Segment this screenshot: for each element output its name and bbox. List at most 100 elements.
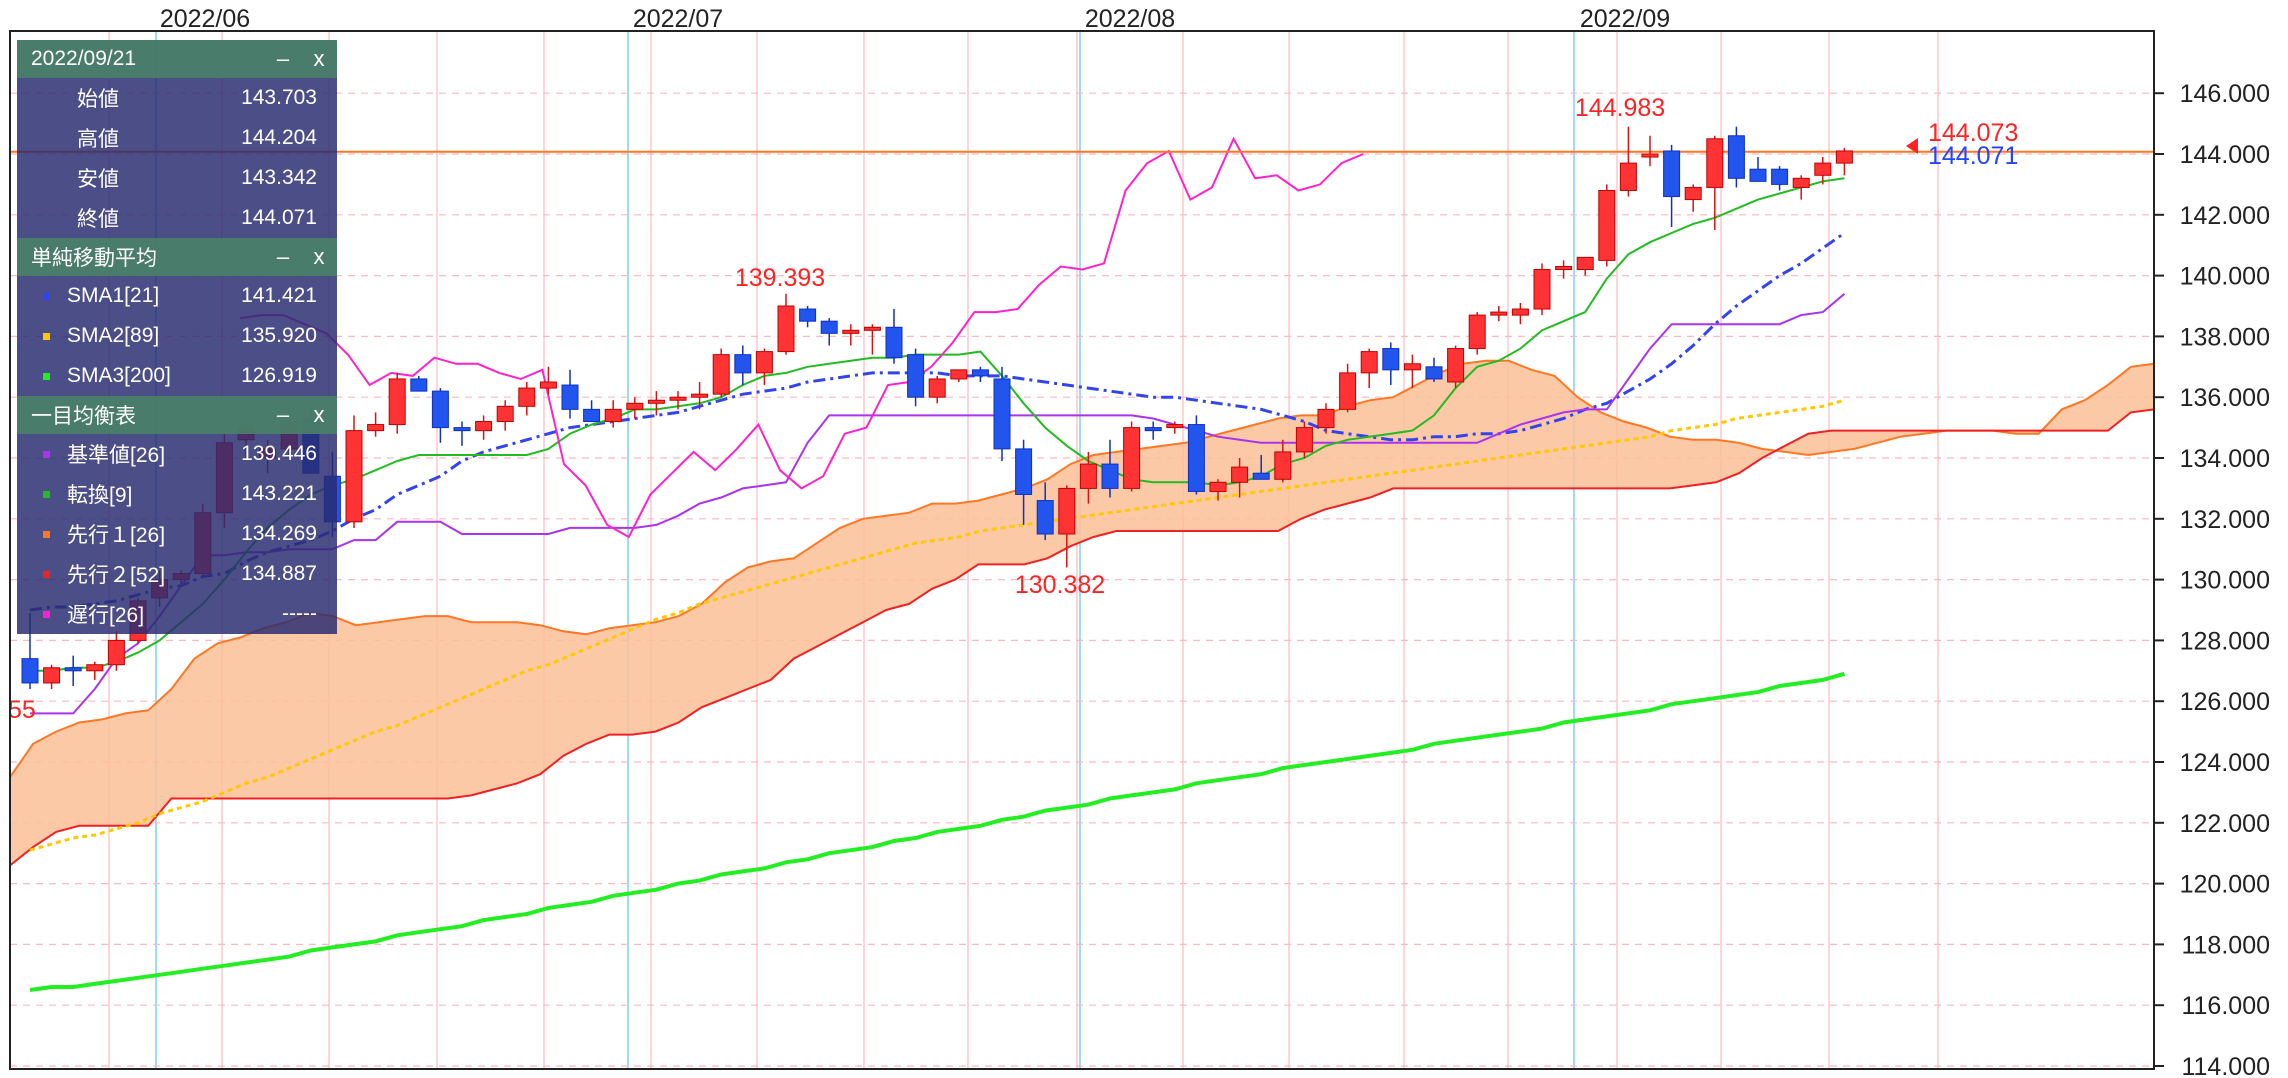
ichimoku-close-button[interactable]: x	[313, 402, 325, 427]
candle[interactable]	[1079, 451, 1097, 504]
candle[interactable]	[691, 382, 709, 410]
candle[interactable]	[1339, 363, 1357, 413]
candle[interactable]	[993, 366, 1011, 462]
y-tick-label: 130.000	[2180, 567, 2270, 595]
candle[interactable]	[1533, 263, 1551, 316]
candle[interactable]	[1490, 306, 1508, 322]
candle[interactable]	[734, 345, 752, 386]
y-tick-label: 146.000	[2180, 80, 2270, 108]
candle[interactable]	[345, 415, 363, 528]
candle-body	[1447, 348, 1465, 383]
candle[interactable]	[86, 661, 104, 680]
sma-close-button[interactable]: x	[313, 244, 325, 269]
candle[interactable]	[1771, 166, 1789, 191]
candle[interactable]	[367, 412, 385, 437]
close-value: 144.071	[241, 206, 317, 229]
candle[interactable]	[820, 318, 838, 346]
candle-body	[971, 369, 989, 377]
sma-row: SMA2[89] 135.920	[17, 316, 337, 356]
candle[interactable]	[1166, 421, 1184, 434]
candle[interactable]	[971, 366, 989, 382]
candle[interactable]	[431, 388, 449, 443]
ichimoku-minimize-button[interactable]: –	[276, 402, 290, 427]
candle[interactable]	[1274, 439, 1292, 483]
candle[interactable]	[453, 421, 471, 446]
candle[interactable]	[907, 348, 925, 407]
candle[interactable]	[1015, 439, 1033, 525]
candle-body	[755, 351, 773, 374]
candle[interactable]	[1792, 175, 1810, 200]
candle[interactable]	[1749, 157, 1767, 182]
candle[interactable]	[777, 293, 795, 355]
candle[interactable]	[539, 366, 557, 395]
candle[interactable]	[518, 382, 536, 416]
candle-body	[1771, 168, 1789, 185]
candle[interactable]	[561, 369, 579, 419]
candle[interactable]	[1295, 421, 1313, 458]
candle[interactable]	[43, 664, 61, 690]
senkou1-line	[9, 359, 2155, 778]
candle[interactable]	[1814, 157, 1832, 185]
candle[interactable]	[1447, 345, 1465, 389]
candle-body	[539, 381, 557, 389]
candle[interactable]	[842, 324, 860, 346]
candle[interactable]	[475, 415, 493, 440]
candle[interactable]	[1598, 184, 1616, 267]
ohlc-minimize-button[interactable]: –	[276, 46, 290, 71]
candle[interactable]	[1382, 342, 1400, 386]
candle-body	[1835, 150, 1853, 164]
candle[interactable]	[928, 375, 946, 404]
candle-body	[1187, 424, 1205, 492]
candle[interactable]	[1706, 135, 1724, 230]
candle-body	[604, 408, 622, 423]
candle[interactable]	[885, 309, 903, 364]
candle[interactable]	[1511, 302, 1529, 325]
candle[interactable]	[1058, 485, 1076, 568]
tenkan-label: 転換[9]	[67, 484, 133, 507]
ohlc-close-button[interactable]: x	[313, 46, 325, 71]
ichimoku-row: 先行１[26] 134.269	[17, 514, 337, 554]
candle[interactable]	[410, 375, 428, 392]
candle[interactable]	[1619, 126, 1637, 197]
candle[interactable]	[1727, 126, 1745, 188]
candle[interactable]	[1317, 403, 1335, 434]
candle[interactable]	[1403, 354, 1421, 389]
candle[interactable]	[1101, 439, 1119, 498]
candle[interactable]	[1684, 184, 1702, 212]
candle-body	[1209, 481, 1227, 492]
candle[interactable]	[1252, 454, 1270, 480]
candle[interactable]	[388, 372, 406, 434]
candle-body	[345, 430, 363, 523]
candle[interactable]	[1641, 135, 1659, 167]
candle[interactable]	[1425, 357, 1443, 382]
candle[interactable]	[1555, 260, 1573, 279]
candle[interactable]	[1123, 421, 1141, 492]
candle[interactable]	[1209, 479, 1227, 501]
candle[interactable]	[496, 400, 514, 431]
candle[interactable]	[863, 324, 881, 355]
candle[interactable]	[1576, 256, 1594, 276]
candle[interactable]	[669, 391, 687, 410]
candle[interactable]	[647, 391, 665, 416]
candle[interactable]	[1231, 458, 1249, 498]
candle[interactable]	[1468, 312, 1486, 355]
candle[interactable]	[107, 631, 125, 671]
left-edge-annotation: 55	[8, 696, 36, 724]
candle[interactable]	[755, 348, 773, 386]
candle[interactable]	[1663, 144, 1681, 227]
candle[interactable]	[1036, 482, 1054, 541]
candle[interactable]	[604, 400, 622, 428]
candle[interactable]	[712, 348, 730, 398]
candle[interactable]	[583, 400, 601, 423]
candle[interactable]	[626, 397, 644, 419]
candle[interactable]	[799, 306, 817, 328]
candle[interactable]	[950, 369, 968, 382]
candle[interactable]	[1144, 421, 1162, 440]
sma-minimize-button[interactable]: –	[276, 244, 290, 269]
candle[interactable]	[1835, 147, 1853, 176]
candle[interactable]	[1360, 348, 1378, 389]
candle-body	[367, 424, 385, 432]
candle[interactable]	[64, 655, 82, 686]
candle[interactable]	[1187, 415, 1205, 495]
